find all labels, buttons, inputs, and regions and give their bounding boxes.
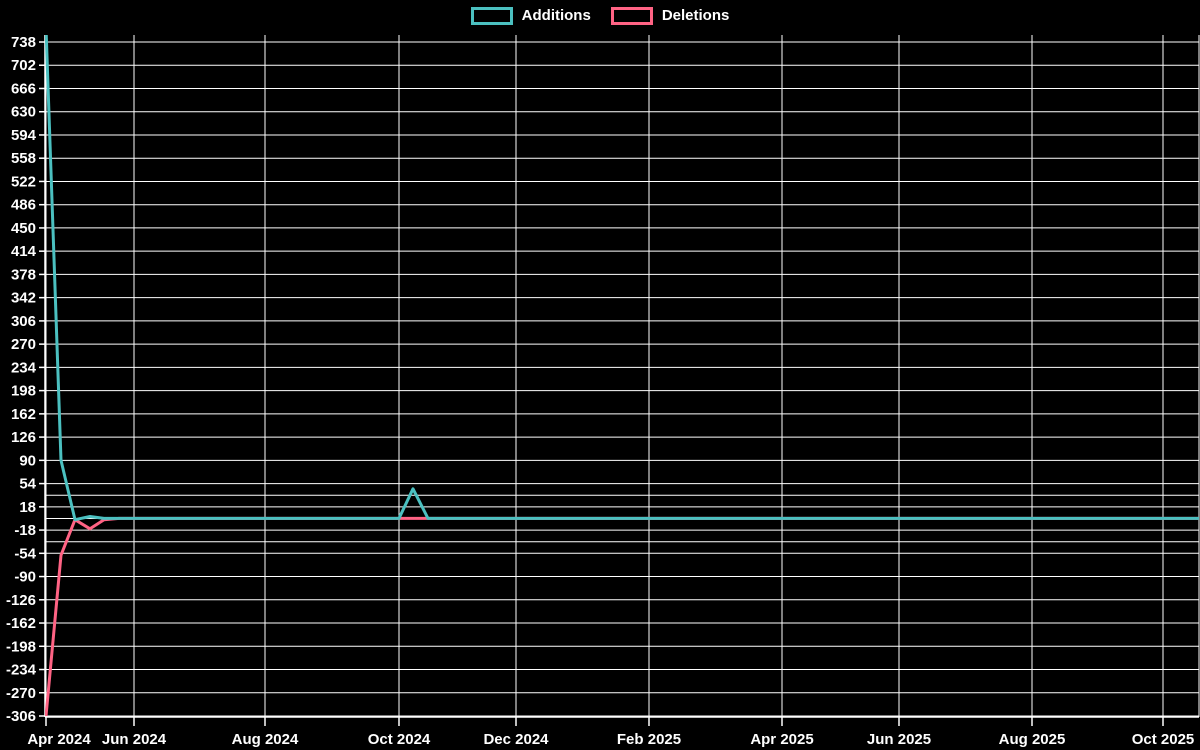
- y-axis-tick-label: 18: [19, 499, 36, 516]
- additions-line: [45, 35, 1199, 522]
- y-axis-tick-label: 90: [19, 452, 36, 469]
- y-axis-tick-label: 414: [11, 243, 37, 260]
- legend-label-additions: Additions: [521, 7, 591, 24]
- y-axis-tick-label: 450: [11, 220, 36, 237]
- legend-item-additions[interactable]: Additions: [470, 7, 591, 25]
- legend-item-deletions[interactable]: Deletions: [610, 7, 730, 25]
- y-axis-tick-label: -270: [6, 685, 36, 702]
- y-axis-tick-label: -198: [6, 638, 36, 655]
- y-axis-tick-label: 486: [11, 197, 36, 214]
- y-axis-tick-label: 342: [11, 290, 36, 307]
- y-axis-tick-label: 198: [11, 383, 36, 400]
- deletions-line: [45, 516, 1199, 717]
- x-axis-tick-label: Apr 2024: [27, 731, 91, 748]
- y-axis-tick-label: -54: [14, 545, 36, 562]
- deletions-swatch-icon: [610, 7, 653, 25]
- y-axis-tick-label: 378: [11, 266, 36, 283]
- y-axis-tick-label: -234: [6, 662, 37, 679]
- y-axis-tick-label: 738: [11, 34, 36, 51]
- y-axis-tick-label: 54: [19, 476, 36, 493]
- y-axis-tick-label: 702: [11, 57, 36, 74]
- y-axis-tick-label: -90: [14, 569, 36, 586]
- y-axis-tick-label: -162: [6, 615, 36, 632]
- y-axis-tick-label: 522: [11, 173, 36, 190]
- y-axis-tick-label: 162: [11, 406, 36, 423]
- y-axis-tick-label: 234: [11, 359, 37, 376]
- x-axis-tick-label: Jun 2024: [102, 731, 167, 748]
- y-axis-tick-label: -18: [14, 522, 36, 539]
- y-axis-tick-label: 630: [11, 104, 36, 121]
- x-axis-tick-label: Jun 2025: [867, 731, 931, 748]
- y-axis-tick-label: 594: [11, 127, 37, 144]
- legend-label-deletions: Deletions: [661, 7, 730, 24]
- x-axis-tick-label: Dec 2024: [483, 731, 549, 748]
- additions-swatch-icon: [470, 7, 513, 25]
- y-axis-tick-label: -306: [6, 708, 36, 725]
- y-axis-tick-label: 306: [11, 313, 36, 330]
- x-axis-tick-label: Apr 2025: [750, 731, 813, 748]
- chart-legend: Additions Deletions: [0, 7, 1200, 25]
- x-axis-tick-label: Oct 2024: [368, 731, 431, 748]
- x-axis-tick-label: Feb 2025: [617, 731, 681, 748]
- y-axis-tick-label: 558: [11, 150, 36, 167]
- x-axis-tick-label: Aug 2024: [232, 731, 299, 748]
- y-axis-tick-label: 126: [11, 429, 36, 446]
- x-axis-tick-label: Aug 2025: [999, 731, 1066, 748]
- y-axis-tick-label: 666: [11, 80, 36, 97]
- y-axis-tick-label: 270: [11, 336, 36, 353]
- x-axis-tick-label: Oct 2025: [1132, 731, 1195, 748]
- y-axis-tick-label: -126: [6, 592, 36, 609]
